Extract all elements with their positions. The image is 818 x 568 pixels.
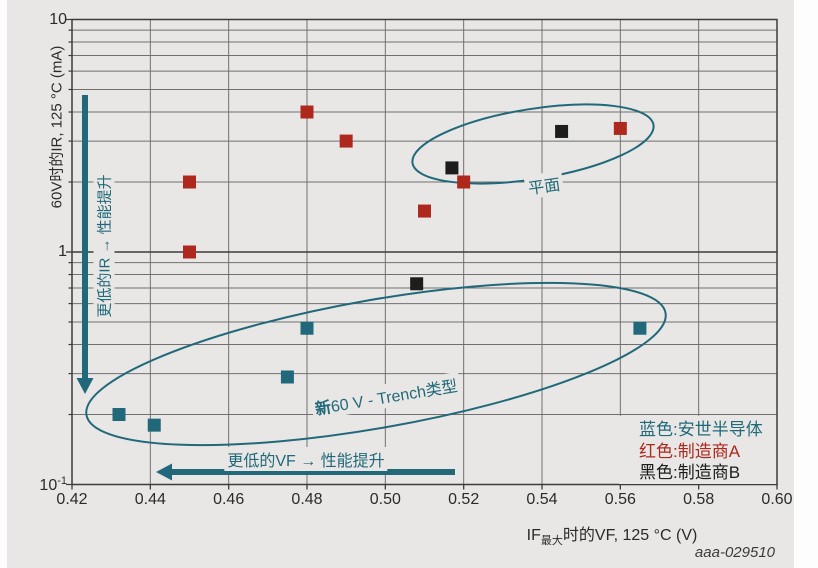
y-tick-label: 10 (49, 10, 67, 28)
lower-ir-arrow (76, 95, 94, 394)
y-tick-label: 1 (58, 243, 67, 260)
x-tick-label: 0.58 (683, 491, 715, 508)
legend-item: 蓝色:安世半导体 (639, 420, 763, 439)
data-point-制造商B (410, 277, 424, 291)
x-axis-title-post: 时的VF, 125 °C (V) (562, 527, 698, 544)
lower-ir-arrow-label: 更低的IR → 性能提升 (93, 171, 115, 321)
data-point-安世半导体 (112, 408, 126, 422)
x-tick-label: 0.56 (604, 491, 636, 508)
data-point-制造商B (555, 124, 569, 138)
data-point-制造商A (613, 121, 627, 135)
data-point-制造商A (183, 245, 196, 259)
data-point-安世半导体 (633, 321, 647, 335)
legend-item: 黑色:制造商B (639, 463, 741, 482)
lower-vf-arrow (156, 463, 455, 481)
lower-vf-arrow-label: 更低的VF → 性能提升 (224, 447, 388, 471)
x-tick-label: 0.42 (56, 491, 88, 508)
x-axis-title-sub: 最大 (540, 535, 563, 548)
data-point-制造商A (300, 105, 314, 119)
data-points (112, 105, 647, 432)
data-point-安世半导体 (280, 370, 294, 384)
gridlines (71, 19, 778, 485)
y-axis-title: 60V时的IR, 125 °C (mA) (48, 45, 66, 209)
page-right-margin (794, 0, 818, 568)
x-axis-title-pre: IF (526, 527, 541, 544)
trench-group-ellipse (85, 281, 667, 447)
data-point-制造商A (418, 204, 431, 218)
x-tick-label: 0.46 (213, 491, 245, 508)
y-tick-label: 10-1 (39, 474, 67, 494)
color-legend: 蓝色:安世半导体 红色:制造商A 黑色:制造商B (619, 416, 776, 484)
data-point-制造商A (457, 175, 471, 189)
x-tick-label: 0.52 (448, 491, 480, 508)
data-point-制造商A (339, 134, 353, 148)
page-left-margin (0, 0, 7, 568)
data-point-安世半导体 (300, 321, 314, 335)
x-tick-label: 0.50 (369, 491, 401, 508)
x-axis-title: IF最大时的VF, 125 °C (V) (527, 521, 698, 548)
x-tick-label: 0.60 (761, 491, 793, 508)
x-tick-label: 0.54 (526, 491, 558, 508)
legend-item: 红色:制造商A (639, 441, 741, 461)
data-point-安世半导体 (147, 418, 161, 432)
axis-ticks (66, 18, 778, 490)
data-point-制造商B (445, 161, 459, 175)
x-tick-label: 0.48 (291, 491, 323, 508)
figure-reference-code: aaa-029510 (694, 544, 775, 561)
x-tick-label: 0.44 (134, 491, 166, 508)
data-point-制造商A (183, 175, 196, 189)
